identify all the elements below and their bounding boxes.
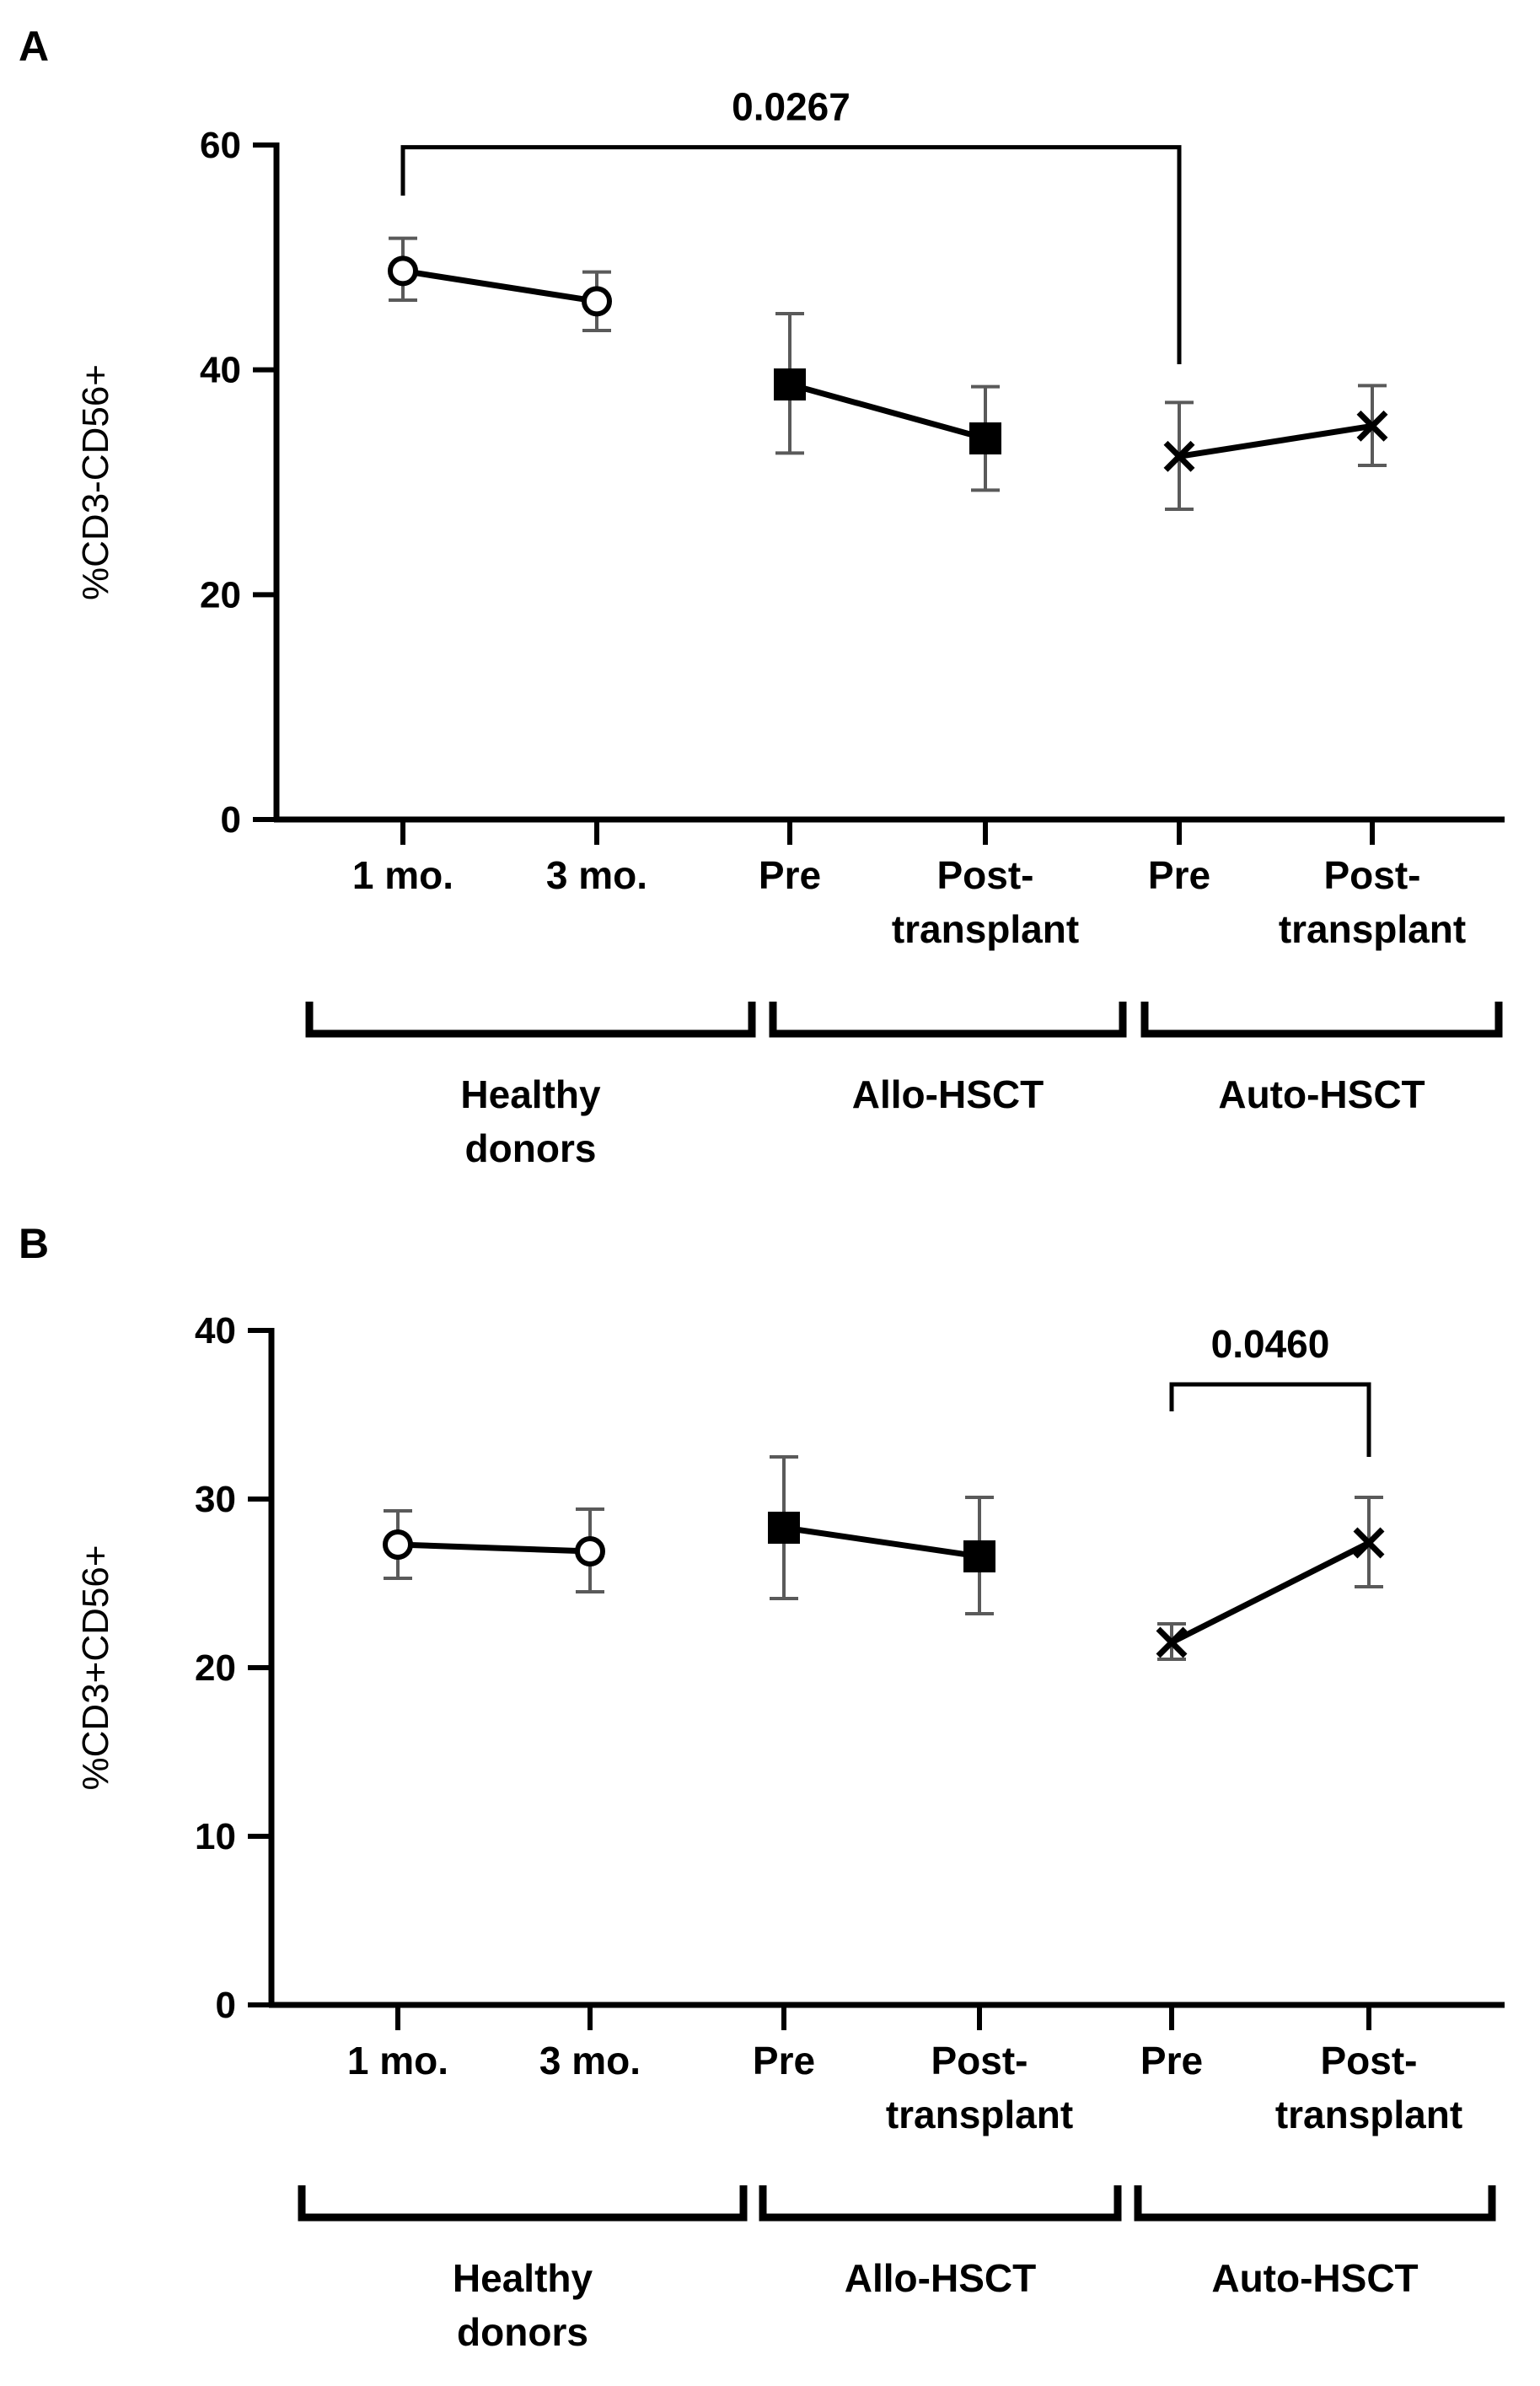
series-line [397,1541,591,1555]
x-tick-label: 1 mo. [352,853,453,897]
y-tick-label: 10 [195,1816,236,1857]
significance-bracket [400,145,1182,364]
x-tick-label: Pre [759,853,821,897]
group-label: Allo-HSCT [845,2256,1036,2300]
x-tick-label: Post-transplant [886,2039,1073,2136]
panel-letter: B [19,1220,49,1267]
panel-b: B 0 10 20 30 40 %CD3+CD56+ 1 mo. 3 mo. Pre Post-tr… [19,1220,1505,2354]
x-tick-label: Pre [753,2039,815,2082]
series-line [402,267,598,304]
x-tick-label: Pre [1148,853,1210,897]
y-tick-label: 60 [200,125,241,166]
group-label: Healthy donors [460,1072,601,1170]
x-tick-label: Post-transplant [1275,2039,1462,2136]
y-tick-label: 40 [195,1310,236,1352]
group-bracket [769,1002,1127,1038]
series-line [1178,422,1373,459]
y-tick-label: 0 [216,1985,236,2026]
significance-label: 0.0460 [1211,1322,1330,1366]
data-point [1356,410,1388,442]
x-tick-label: 1 mo. [347,2039,448,2082]
data-point [388,255,418,287]
data-point [969,422,1001,454]
y-tick-label: 40 [200,350,241,391]
series-line [1170,1540,1371,1646]
group-label: Auto-HSCT [1211,2256,1418,2300]
y-axis-title: %CD3+CD56+ [75,1545,116,1790]
x-tick-label: Post-transplant [892,853,1079,951]
group-label: Allo-HSCT [852,1072,1044,1116]
data-point [1156,1626,1188,1658]
significance-bracket [1169,1382,1371,1457]
y-tick-label: 30 [195,1479,236,1520]
x-tick-label: Post-transplant [1279,853,1466,951]
group-bracket [298,2185,748,2222]
data-point [575,1536,605,1566]
group-bracket [1140,1002,1503,1038]
data-point [1353,1527,1385,1559]
panel-a: A 0 20 40 60 %CD3-CD56+ 1 mo. 3 mo. Pre Post-tran… [19,23,1505,1170]
data-point [582,286,612,317]
data-point [1163,440,1195,472]
x-tick-label: Pre [1140,2039,1203,2082]
panel-letter: A [19,23,49,70]
y-tick-label: 20 [195,1647,236,1689]
group-bracket [759,2185,1122,2222]
group-label: Healthy donors [453,2256,593,2354]
y-axis-title: %CD3-CD56+ [75,364,116,600]
group-bracket [1134,2185,1496,2222]
data-point [768,1512,800,1544]
series-line [783,1524,980,1560]
x-tick-label: 3 mo. [546,853,647,897]
significance-label: 0.0267 [732,85,850,129]
series-line [789,381,986,442]
data-point [383,1529,413,1560]
group-bracket [305,1002,756,1038]
y-tick-label: 20 [200,574,241,615]
y-tick-label: 0 [221,799,241,841]
data-point [963,1540,995,1572]
group-label: Auto-HSCT [1218,1072,1425,1116]
data-point [774,368,806,400]
x-tick-label: 3 mo. [539,2039,641,2082]
